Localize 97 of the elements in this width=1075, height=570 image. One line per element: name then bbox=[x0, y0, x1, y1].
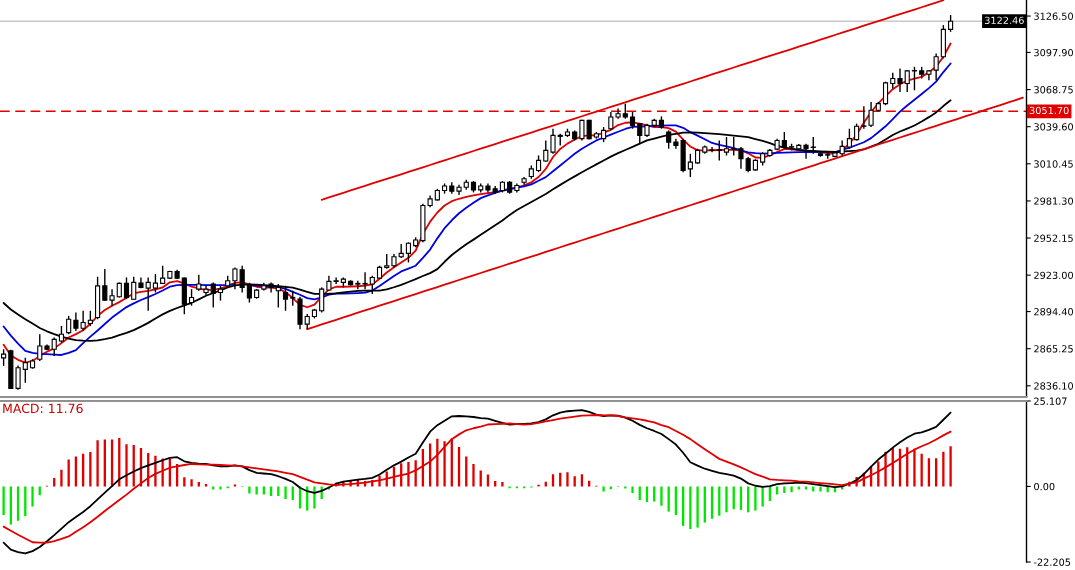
bar bbox=[689, 486, 692, 529]
candlestick bbox=[282, 285, 289, 312]
candlestick bbox=[550, 128, 556, 155]
y-tick-label: 2952.15 bbox=[1034, 234, 1073, 242]
y-tick-label: 3010.45 bbox=[1034, 160, 1073, 168]
y-tick-label: 0.00 bbox=[1034, 482, 1055, 491]
candlestick bbox=[723, 136, 730, 157]
candlestick bbox=[731, 136, 737, 157]
y-tick-label: 3097.90 bbox=[1034, 48, 1073, 57]
candlestick bbox=[22, 356, 28, 384]
bar bbox=[819, 486, 822, 492]
bar bbox=[696, 486, 699, 528]
bar bbox=[797, 486, 800, 490]
y-tick-label: 2894.40 bbox=[1034, 308, 1073, 316]
bar bbox=[31, 486, 34, 507]
ref-line-label: 3051.70 bbox=[1029, 106, 1069, 115]
y-tick-label: 3126.50 bbox=[1034, 12, 1073, 20]
y-tick-label: 3039.60 bbox=[1034, 123, 1073, 131]
ref-line-label: 3122.46 bbox=[984, 16, 1024, 25]
bar bbox=[2, 486, 5, 516]
bar bbox=[725, 486, 728, 513]
bar bbox=[501, 482, 504, 487]
bar bbox=[754, 486, 757, 511]
bar bbox=[219, 486, 222, 490]
candlestick bbox=[637, 122, 643, 145]
candlestick bbox=[275, 283, 281, 309]
bar bbox=[660, 486, 663, 506]
bar bbox=[884, 451, 887, 487]
candlestick bbox=[911, 66, 918, 91]
bar bbox=[313, 486, 316, 509]
bar bbox=[269, 486, 273, 496]
candlestick bbox=[897, 67, 903, 93]
bar bbox=[942, 451, 945, 487]
bar bbox=[277, 486, 280, 496]
candlestick bbox=[102, 268, 108, 302]
y-tick-label: 2981.30 bbox=[1034, 197, 1073, 205]
bar bbox=[783, 486, 786, 493]
candlestick bbox=[846, 128, 852, 150]
bar bbox=[255, 486, 258, 495]
bar bbox=[602, 486, 605, 492]
bar bbox=[212, 486, 215, 490]
chart-title: MACD: 11.76 bbox=[3, 403, 83, 414]
bar bbox=[248, 486, 251, 494]
bar bbox=[38, 486, 41, 496]
bar bbox=[291, 486, 294, 501]
y-tick-label: -22.205 bbox=[1033, 558, 1071, 566]
bar bbox=[790, 486, 793, 493]
candlestick bbox=[66, 315, 72, 335]
bar bbox=[378, 475, 381, 487]
bar bbox=[638, 486, 641, 501]
bar bbox=[443, 441, 446, 487]
bar bbox=[125, 444, 128, 487]
y-tick-label: 2865.25 bbox=[1034, 345, 1073, 353]
bar bbox=[775, 486, 779, 495]
candlestick bbox=[246, 282, 252, 304]
bar bbox=[812, 486, 815, 492]
candlestick bbox=[687, 153, 693, 178]
bar bbox=[96, 440, 99, 487]
y-tick-label: 25.107 bbox=[1034, 397, 1067, 405]
bar bbox=[609, 486, 612, 490]
candlestick bbox=[803, 143, 809, 160]
bar bbox=[804, 486, 808, 490]
candlestick bbox=[319, 286, 325, 314]
bar bbox=[913, 448, 916, 487]
bar bbox=[60, 469, 63, 487]
bar bbox=[631, 486, 634, 493]
candlestick bbox=[109, 288, 115, 307]
bar bbox=[436, 438, 439, 487]
bar bbox=[472, 463, 475, 487]
bar bbox=[761, 486, 764, 507]
candlestick bbox=[666, 129, 672, 150]
y-tick-label: 3068.75 bbox=[1034, 86, 1073, 94]
candlestick bbox=[145, 276, 151, 312]
candlestick bbox=[405, 241, 412, 264]
candlestick bbox=[738, 146, 744, 170]
line-series bbox=[2, 99, 952, 342]
bar bbox=[407, 461, 410, 487]
candlestick bbox=[203, 284, 209, 297]
bar bbox=[262, 486, 266, 495]
candlestick bbox=[210, 281, 216, 309]
bar bbox=[667, 486, 670, 512]
bar bbox=[949, 446, 952, 487]
candlestick bbox=[123, 276, 130, 300]
bar bbox=[161, 458, 164, 487]
candlestick bbox=[904, 69, 910, 93]
bar bbox=[566, 472, 569, 487]
bar bbox=[190, 479, 193, 487]
y-tick-label: 2836.10 bbox=[1034, 382, 1073, 390]
candlestick bbox=[152, 273, 158, 294]
bar bbox=[89, 452, 92, 487]
candlestick bbox=[37, 333, 43, 362]
y-tick-label: 2923.00 bbox=[1034, 271, 1073, 279]
bar bbox=[154, 455, 157, 487]
candlestick bbox=[716, 139, 722, 162]
candlestick bbox=[369, 274, 375, 295]
bar bbox=[284, 486, 287, 500]
candlestick bbox=[51, 336, 57, 357]
